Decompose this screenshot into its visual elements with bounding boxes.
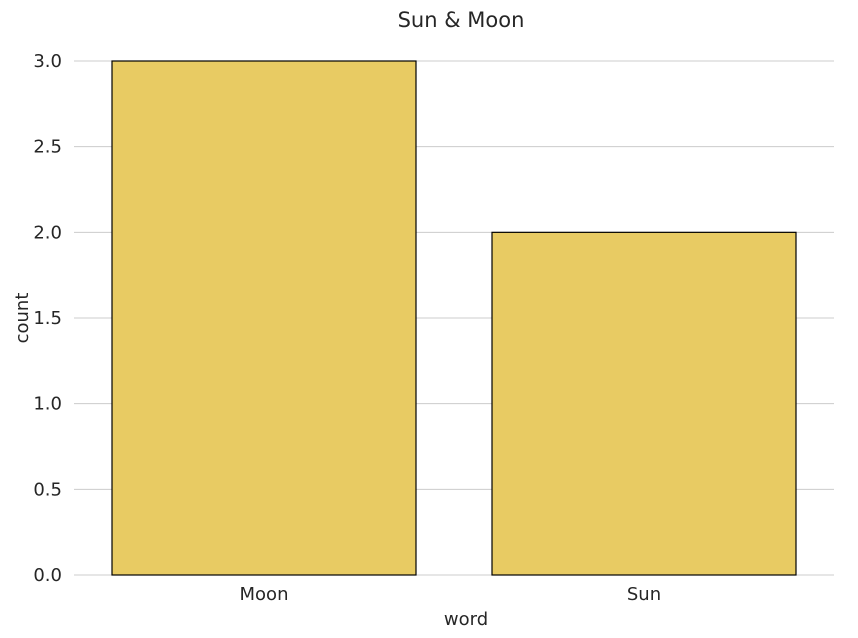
- x-tick-label-moon: Moon: [240, 584, 289, 605]
- x-tick-label-sun: Sun: [627, 584, 661, 605]
- y-axis-label: count: [12, 293, 33, 344]
- bars: [111, 60, 797, 576]
- y-tick-label: 2.5: [33, 137, 62, 158]
- x-axis-label: word: [444, 609, 488, 630]
- chart-title: Sun & Moon: [398, 8, 525, 32]
- bar-moon: [111, 60, 417, 576]
- y-tick-label: 1.5: [33, 308, 62, 329]
- y-tick-label: 2.0: [33, 222, 62, 243]
- bar-sun: [491, 231, 797, 576]
- y-tick-label: 0.0: [33, 565, 62, 586]
- y-tick-label: 0.5: [33, 479, 62, 500]
- y-axis-ticks: 0.0 0.5 1.0 1.5 2.0 2.5 3.0: [33, 51, 62, 586]
- x-axis-ticks: Moon Sun: [240, 584, 662, 605]
- y-tick-label: 3.0: [33, 51, 62, 72]
- y-tick-label: 1.0: [33, 394, 62, 415]
